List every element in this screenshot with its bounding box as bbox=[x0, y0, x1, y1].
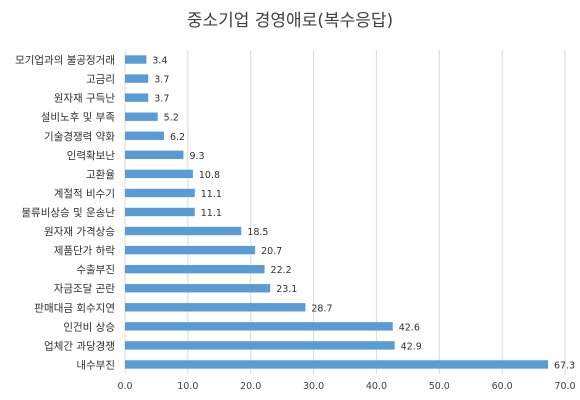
bar bbox=[125, 264, 265, 274]
value-label: 9.3 bbox=[189, 151, 204, 162]
bar bbox=[125, 93, 149, 102]
category-label: 인력확보난 bbox=[67, 149, 116, 162]
category-label: 내수부진 bbox=[76, 359, 115, 371]
bar bbox=[125, 74, 149, 83]
value-label: 42.6 bbox=[399, 322, 420, 333]
bar bbox=[125, 150, 184, 160]
bar bbox=[125, 207, 195, 217]
category-label: 업체간 과당경쟁 bbox=[44, 339, 115, 352]
value-label: 10.8 bbox=[199, 170, 220, 181]
category-label: 제품단가 하락 bbox=[54, 244, 116, 257]
value-label: 28.7 bbox=[311, 303, 332, 314]
value-label: 20.7 bbox=[261, 246, 282, 257]
value-label: 42.9 bbox=[401, 341, 422, 352]
category-label: 기술경쟁력 약화 bbox=[44, 130, 115, 143]
value-label: 11.1 bbox=[201, 208, 222, 219]
bar bbox=[125, 303, 306, 312]
category-label: 계절적 비수기 bbox=[54, 187, 115, 200]
x-tick-label: 50.0 bbox=[429, 381, 450, 392]
bar bbox=[125, 226, 242, 236]
value-label: 6.2 bbox=[170, 132, 185, 143]
bars bbox=[125, 55, 549, 369]
value-label: 5.2 bbox=[164, 113, 179, 124]
x-tick-label: 40.0 bbox=[366, 381, 387, 392]
category-label: 원자재 가격상승 bbox=[44, 225, 115, 238]
bar bbox=[125, 55, 147, 64]
value-labels: 67.3 42.9 42.6 28.7 23.1 22.2 20.7 18.5 11.1 11.1… bbox=[152, 56, 575, 372]
x-tick-label: 0.0 bbox=[117, 381, 132, 392]
category-label: 원자재 구득난 bbox=[54, 93, 116, 105]
bar bbox=[125, 169, 193, 179]
value-label: 11.1 bbox=[201, 189, 222, 200]
value-label: 67.3 bbox=[554, 360, 575, 371]
x-tick-label: 60.0 bbox=[492, 381, 513, 392]
x-tick-label: 10.0 bbox=[177, 381, 198, 392]
bar bbox=[125, 245, 256, 255]
category-label: 설비노후 및 부족 bbox=[41, 112, 116, 124]
x-tick-label: 70.0 bbox=[554, 381, 575, 392]
category-label: 모기업과의 불공정거래 bbox=[15, 54, 115, 67]
bar bbox=[125, 322, 393, 331]
bar bbox=[125, 360, 549, 369]
x-tick-label: 20.0 bbox=[240, 381, 261, 392]
x-tick-label: 30.0 bbox=[303, 381, 324, 392]
category-label: 고환율 bbox=[86, 169, 115, 181]
bar bbox=[125, 188, 195, 198]
category-label: 자금조달 곤란 bbox=[54, 283, 116, 295]
chart-title: 중소기업 경영애로(복수응답) bbox=[186, 11, 394, 31]
category-label: 판매대금 회수지연 bbox=[34, 302, 115, 314]
value-label: 23.1 bbox=[276, 284, 297, 295]
bar bbox=[125, 112, 158, 121]
bar bbox=[125, 284, 271, 293]
category-labels: 내수부진 업체간 과당경쟁 인건비 상승 판매대금 회수지연 자금조달 곤란 수출부진 제품… bbox=[15, 54, 115, 372]
category-label: 수출부진 bbox=[76, 264, 115, 276]
category-label: 물류비상승 및 운송난 bbox=[21, 207, 115, 219]
bar bbox=[125, 131, 164, 140]
value-label: 3.7 bbox=[154, 94, 169, 105]
value-label: 3.4 bbox=[152, 56, 167, 67]
bar bbox=[125, 341, 395, 350]
category-label: 인건비 상승 bbox=[63, 321, 115, 333]
value-label: 3.7 bbox=[154, 75, 169, 86]
value-label: 22.2 bbox=[271, 265, 292, 276]
x-axis-ticks: 0.0 10.0 20.0 30.0 40.0 50.0 60.0 70.0 bbox=[117, 381, 575, 392]
category-label: 고금리 bbox=[86, 74, 115, 86]
value-label: 18.5 bbox=[247, 227, 268, 238]
